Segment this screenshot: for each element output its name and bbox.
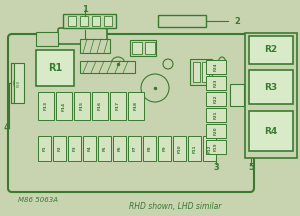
Text: F3: F3	[73, 146, 76, 151]
Text: F6: F6	[118, 146, 122, 151]
Bar	[203, 136, 216, 161]
Text: M86 5063A: M86 5063A	[18, 197, 58, 203]
Text: F10: F10	[178, 144, 182, 153]
Bar	[80, 16, 88, 26]
Text: F7: F7	[133, 146, 136, 151]
Text: F18: F18	[134, 102, 138, 111]
FancyBboxPatch shape	[58, 28, 107, 44]
Text: F4: F4	[88, 146, 92, 151]
Text: F24: F24	[214, 63, 218, 71]
Text: F14: F14	[62, 102, 66, 111]
Bar	[245, 33, 297, 158]
Bar	[38, 92, 54, 120]
Bar	[145, 42, 155, 54]
Text: F2: F2	[58, 146, 62, 151]
Text: F8: F8	[148, 146, 152, 151]
Text: F21: F21	[214, 111, 218, 119]
Bar	[56, 92, 72, 120]
Text: F9: F9	[163, 146, 167, 151]
Bar	[206, 108, 226, 122]
Bar	[74, 92, 90, 120]
Text: F12: F12	[208, 144, 212, 153]
Bar	[80, 61, 135, 73]
Text: F23: F23	[214, 79, 218, 87]
Bar	[158, 136, 171, 161]
Bar	[98, 136, 111, 161]
Text: R3: R3	[264, 83, 278, 92]
Bar	[113, 136, 126, 161]
FancyBboxPatch shape	[8, 34, 254, 192]
Text: R1: R1	[48, 63, 62, 73]
Bar	[83, 136, 96, 161]
Bar	[188, 136, 201, 161]
Text: 5: 5	[248, 164, 254, 173]
Text: 3: 3	[213, 164, 219, 173]
Text: F15: F15	[80, 102, 84, 111]
Text: F19: F19	[214, 143, 218, 151]
Bar	[68, 136, 81, 161]
Text: RHD shown, LHD similar: RHD shown, LHD similar	[129, 202, 221, 211]
Bar	[173, 136, 186, 161]
Bar	[206, 76, 226, 90]
Bar	[206, 140, 226, 154]
Bar	[80, 39, 110, 53]
Bar	[190, 59, 212, 85]
Bar	[14, 63, 24, 103]
Text: 1: 1	[82, 5, 88, 13]
Bar	[104, 16, 112, 26]
Bar	[53, 136, 66, 161]
Bar	[92, 92, 108, 120]
Bar	[206, 60, 226, 74]
Text: F20: F20	[214, 127, 218, 135]
Bar	[206, 92, 226, 106]
Bar	[193, 62, 200, 82]
Bar	[128, 136, 141, 161]
Bar	[143, 136, 156, 161]
Bar	[249, 111, 293, 151]
Bar	[132, 42, 142, 54]
Bar	[249, 36, 293, 64]
Bar	[158, 15, 206, 27]
Bar	[36, 32, 58, 46]
Text: 2: 2	[234, 16, 240, 25]
Bar	[202, 62, 209, 82]
Bar	[63, 14, 116, 28]
Bar	[38, 136, 51, 161]
Text: F13: F13	[44, 102, 48, 111]
Text: R4: R4	[264, 127, 278, 135]
Text: F11: F11	[193, 144, 196, 153]
Bar	[130, 40, 156, 56]
Text: F22: F22	[214, 95, 218, 103]
Bar	[36, 50, 74, 86]
Bar	[230, 84, 244, 106]
Bar	[128, 92, 144, 120]
Text: R2: R2	[264, 46, 278, 54]
Bar	[68, 16, 76, 26]
Text: F17: F17	[116, 102, 120, 111]
Bar	[206, 124, 226, 138]
Text: F5: F5	[103, 146, 106, 151]
Text: F16: F16	[98, 102, 102, 111]
Bar	[249, 70, 293, 104]
Text: 4: 4	[3, 124, 9, 132]
Bar	[92, 16, 100, 26]
Bar	[110, 92, 126, 120]
Text: F20: F20	[17, 79, 21, 87]
Text: F1: F1	[43, 146, 46, 151]
